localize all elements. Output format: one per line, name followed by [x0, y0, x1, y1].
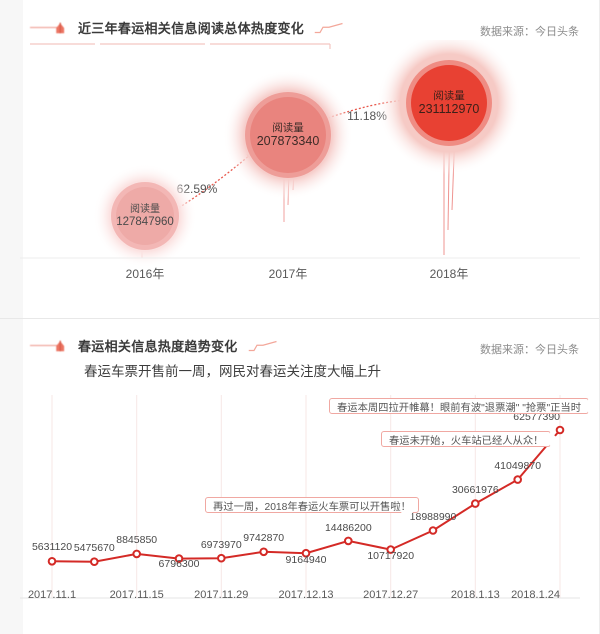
- svg-text:6973970: 6973970: [201, 539, 242, 551]
- svg-text:9742870: 9742870: [243, 532, 284, 544]
- svg-text:2017.12.27: 2017.12.27: [363, 589, 418, 601]
- svg-text:6796300: 6796300: [159, 558, 200, 570]
- svg-text:30661976: 30661976: [452, 484, 499, 496]
- svg-text:2016年: 2016年: [126, 267, 165, 281]
- svg-text:8845850: 8845850: [116, 534, 157, 546]
- svg-text:2017.12.13: 2017.12.13: [278, 589, 333, 601]
- svg-text:14486200: 14486200: [325, 522, 372, 534]
- svg-text:41049870: 41049870: [494, 460, 541, 472]
- svg-text:2017年: 2017年: [269, 267, 308, 281]
- svg-text:127847960: 127847960: [116, 216, 174, 228]
- svg-text:2017.11.1: 2017.11.1: [28, 589, 76, 601]
- svg-text:9164940: 9164940: [286, 554, 327, 566]
- svg-text:207873340: 207873340: [257, 134, 320, 148]
- svg-text:2018.1.13: 2018.1.13: [451, 589, 500, 601]
- svg-text:2017.11.15: 2017.11.15: [110, 589, 164, 601]
- svg-text:10717920: 10717920: [367, 550, 414, 562]
- svg-text:2018年: 2018年: [430, 267, 469, 281]
- svg-text:阅读量: 阅读量: [272, 121, 304, 134]
- svg-text:2018.1.24: 2018.1.24: [511, 589, 560, 601]
- svg-text:231112970: 231112970: [419, 102, 480, 116]
- svg-text:5631120: 5631120: [32, 541, 72, 553]
- svg-text:阅读量: 阅读量: [130, 202, 160, 215]
- svg-text:5475670: 5475670: [74, 542, 115, 554]
- svg-text:2017.11.29: 2017.11.29: [194, 589, 248, 601]
- svg-text:阅读量: 阅读量: [433, 89, 465, 102]
